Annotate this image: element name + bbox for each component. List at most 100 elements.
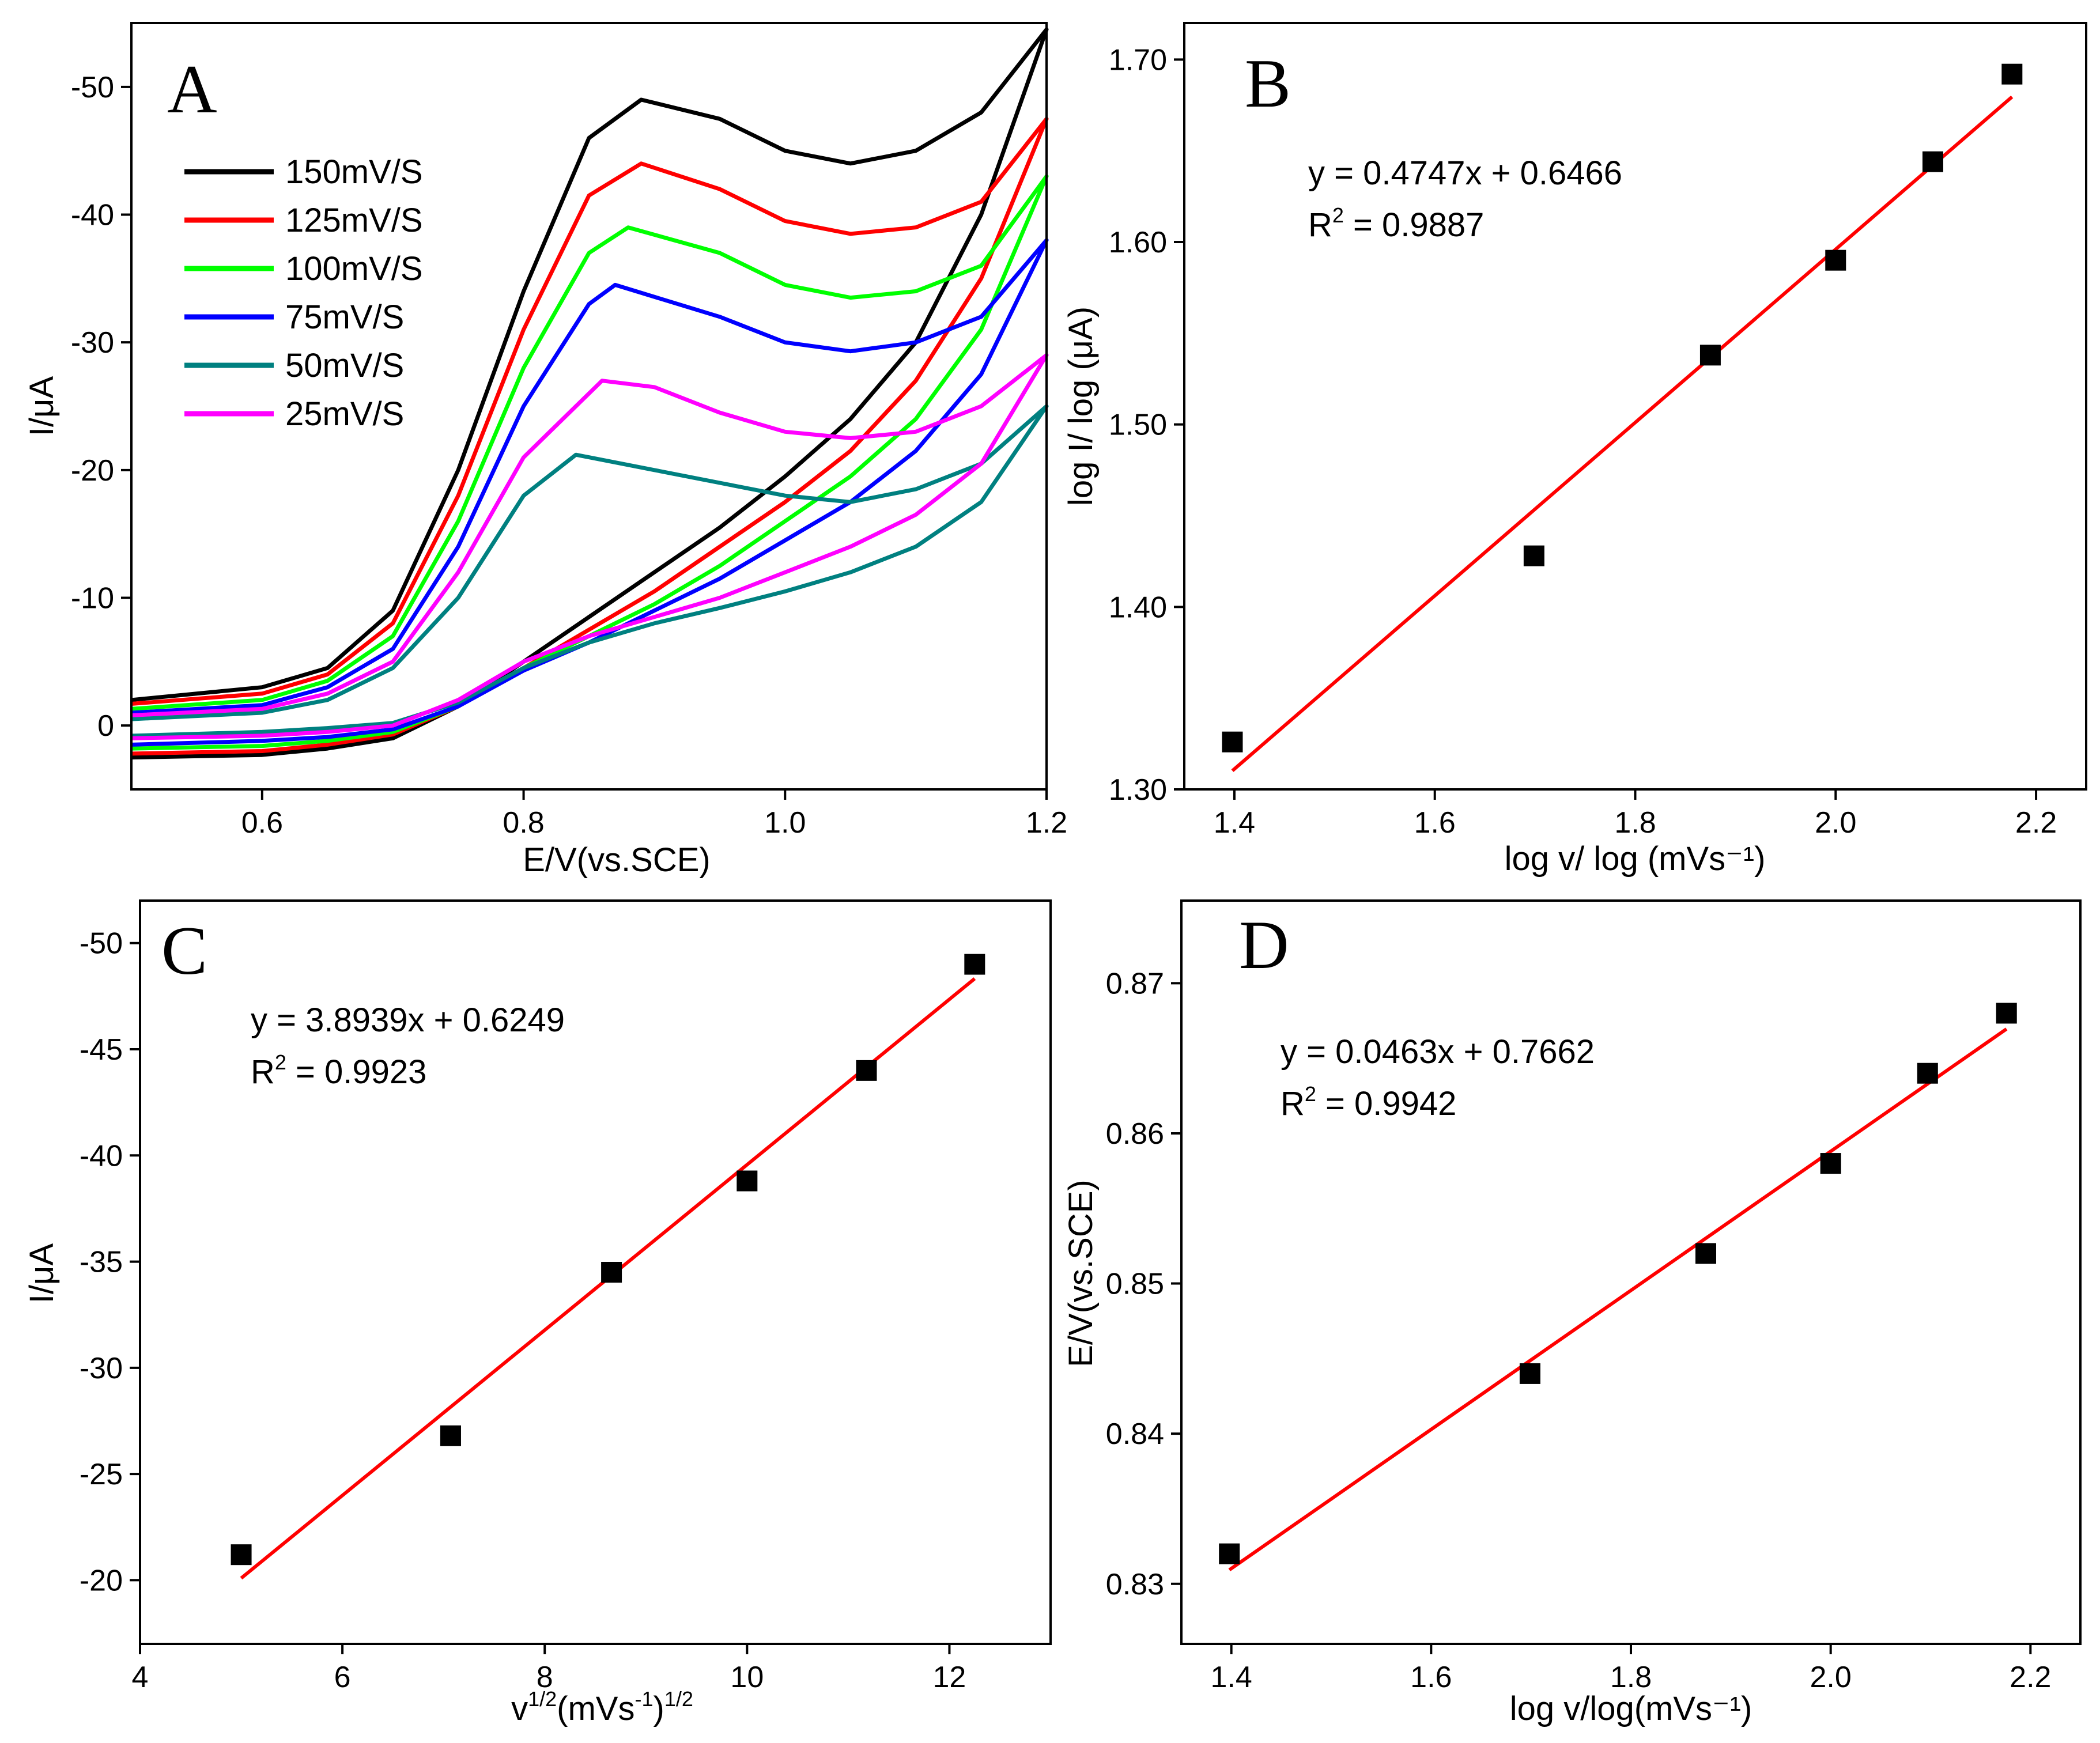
plot-frame — [139, 899, 1052, 1645]
panel-d-potential-vs-log-scan: 1.4 1.6 1.8 2.0 2.2 0.83 0.84 0.85 0.86 0.87 D y… — [1062, 899, 2082, 1727]
x-tick-label: 2.0 — [1815, 806, 1856, 840]
x-tick-label: 8 — [537, 1661, 553, 1694]
y-tick-label: 0.87 — [1106, 967, 1164, 1000]
x-axis-ticks: 1.4 1.6 1.8 2.0 2.2 — [1214, 789, 2057, 840]
x-tick-label: 2.0 — [1810, 1661, 1852, 1694]
xlabel-sup2: -1 — [634, 1687, 653, 1711]
data-point — [1219, 1543, 1240, 1564]
x-tick-label: 0.8 — [503, 806, 544, 840]
r-squared: R2 = 0.9887 — [1308, 203, 1484, 244]
x-tick-label: 0.6 — [241, 806, 283, 840]
x-axis-label: E/V(vs.SCE) — [523, 841, 711, 879]
y-tick-label: -40 — [80, 1139, 123, 1173]
r-squared: R2 = 0.9942 — [1281, 1082, 1456, 1122]
y-axis-label: I/μA — [23, 376, 61, 437]
data-point — [1523, 545, 1544, 566]
fit-equation: y = 0.0463x + 0.7662 — [1281, 1033, 1595, 1071]
panel-b-log-current-vs-log-scan: 1.4 1.6 1.8 2.0 2.2 1.30 1.40 1.50 1.60 1.70 B y… — [1062, 22, 2087, 878]
data-point — [1820, 1153, 1841, 1174]
panel-letter: A — [167, 51, 217, 127]
x-tick-label: 1.4 — [1214, 806, 1255, 840]
y-axis-label: E/V(vs.SCE) — [1062, 1179, 1100, 1367]
x-tick-label: 10 — [730, 1661, 764, 1694]
y-axis-label: I/μA — [23, 1243, 61, 1304]
linear-fit-line — [1228, 1027, 2008, 1572]
y-tick-label: 1.40 — [1109, 591, 1167, 624]
y-tick-label: -50 — [71, 71, 114, 104]
x-tick-label: 1.8 — [1610, 1661, 1652, 1694]
x-tick-label: 2.2 — [2010, 1661, 2051, 1694]
y-tick-label: 0.86 — [1106, 1117, 1164, 1151]
data-point — [1519, 1363, 1540, 1384]
data-point — [231, 1544, 252, 1566]
y-tick-label: -10 — [71, 582, 114, 615]
data-point — [2001, 63, 2023, 85]
r2-label: R — [251, 1053, 275, 1091]
y-axis-ticks: 0 -10 -20 -30 -40 -50 — [71, 71, 131, 743]
legend-label: 50mV/S — [285, 347, 404, 384]
x-tick-label: 1.4 — [1211, 1661, 1252, 1694]
fit-line-group — [1228, 1027, 2008, 1572]
fit-equation: y = 3.8939x + 0.6249 — [251, 1001, 565, 1039]
panel-a-cv-curves: 0.6 0.8 1.0 1.2 0 -10 -20 -30 -40 -50 A 150mV/S 1… — [23, 22, 1067, 879]
y-tick-label: 1.50 — [1109, 409, 1167, 442]
data-point — [1996, 1003, 2017, 1024]
points-group — [231, 954, 985, 1566]
fit-equation: y = 0.4747x + 0.6466 — [1308, 154, 1622, 192]
r-squared: R2 = 0.9923 — [251, 1050, 426, 1091]
x-axis-label: log v/log(mVs⁻¹) — [1510, 1690, 1752, 1727]
x-tick-label: 1.8 — [1614, 806, 1656, 840]
data-point — [1699, 345, 1721, 366]
x-tick-label: 1.6 — [1410, 1661, 1452, 1694]
panel-letter: C — [161, 912, 207, 989]
xlabel-sup1: 1/2 — [528, 1687, 557, 1711]
y-tick-label: -20 — [80, 1564, 123, 1597]
y-tick-label: -50 — [80, 927, 123, 961]
y-tick-label: -35 — [80, 1246, 123, 1279]
legend-label: 75mV/S — [285, 298, 404, 336]
data-point — [601, 1262, 622, 1283]
data-point — [856, 1060, 877, 1081]
x-axis-ticks: 1.4 1.6 1.8 2.0 2.2 — [1211, 1644, 2051, 1694]
r2-value: = 0.9942 — [1316, 1085, 1457, 1122]
x-tick-label: 1.2 — [1026, 806, 1067, 840]
data-point — [1825, 249, 1846, 271]
x-axis-ticks: 4 6 8 10 12 — [132, 1644, 966, 1694]
y-tick-label: -20 — [71, 454, 114, 487]
y-tick-label: -40 — [71, 199, 114, 232]
plot-frame — [130, 22, 1048, 791]
r2-superscript: 2 — [1332, 203, 1344, 227]
data-point — [1222, 731, 1243, 753]
fit-line-group — [1231, 95, 2014, 772]
y-axis-label: log I/ log (μA) — [1062, 307, 1100, 506]
data-point — [964, 954, 985, 975]
points-group — [1222, 63, 2023, 753]
legend-label: 25mV/S — [285, 395, 404, 433]
x-axis-label: log v/ log (mVs⁻¹) — [1505, 840, 1766, 878]
y-tick-label: 1.30 — [1109, 773, 1167, 807]
legend-label: 150mV/S — [285, 153, 423, 191]
linear-fit-line — [1231, 95, 2014, 772]
data-point — [1917, 1063, 1938, 1084]
r2-label: R — [1308, 206, 1332, 244]
y-tick-label: 0.83 — [1106, 1568, 1164, 1601]
x-tick-label: 1.6 — [1414, 806, 1456, 840]
xlabel-close: ) — [654, 1690, 664, 1727]
y-tick-label: -30 — [80, 1352, 123, 1385]
y-tick-label: 1.60 — [1109, 226, 1167, 259]
r2-label: R — [1281, 1085, 1305, 1122]
r2-superscript: 2 — [275, 1050, 286, 1074]
panel-letter: B — [1245, 45, 1291, 122]
x-tick-label: 2.2 — [2015, 806, 2057, 840]
data-point — [1695, 1243, 1716, 1264]
r2-value: = 0.9887 — [1344, 206, 1485, 244]
y-tick-label: 0.84 — [1106, 1417, 1164, 1451]
y-tick-label: -30 — [71, 326, 114, 360]
legend: 150mV/S 125mV/S 100mV/S 75mV/S 50mV/S 25mV/S — [184, 153, 423, 433]
panel-letter: D — [1239, 906, 1289, 983]
x-tick-label: 1.0 — [764, 806, 806, 840]
legend-label: 100mV/S — [285, 250, 423, 288]
y-tick-label: 0 — [97, 709, 114, 743]
x-tick-label: 12 — [933, 1661, 966, 1694]
